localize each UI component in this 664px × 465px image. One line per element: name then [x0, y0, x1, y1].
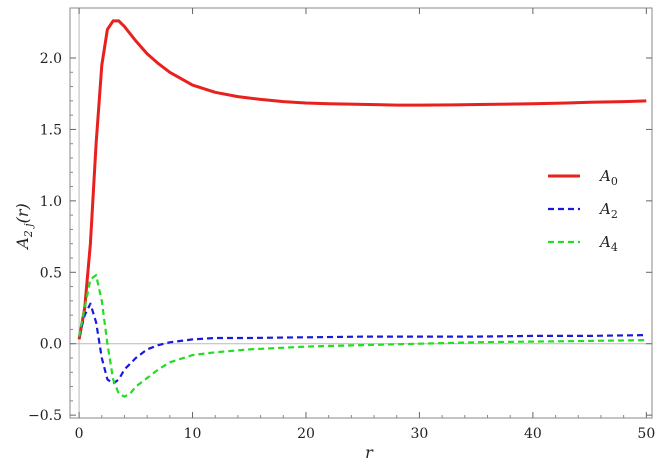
x-tick-label: 20 — [297, 426, 315, 442]
y-axis-title-subscript: 2 j — [22, 223, 35, 238]
y-tick-label: 2.0 — [40, 51, 62, 67]
legend-label-a4: A4 — [598, 233, 618, 254]
x-tick-label: 50 — [637, 426, 655, 442]
y-tick-label: 1.5 — [40, 122, 62, 138]
x-tick-label: 30 — [411, 426, 429, 442]
series-line-a4 — [78, 274, 647, 398]
series-line-a0 — [77, 19, 647, 340]
axes — [69, 7, 653, 419]
x-tick-label: 0 — [75, 426, 84, 442]
tick-labels: 0 10 20 30 40 50 −0.5 0.0 0.5 1.0 1.5 2.0 — [28, 51, 655, 442]
plot-frame — [69, 7, 653, 419]
y-tick-label: 0.5 — [40, 265, 62, 281]
y-tick-label: 1.0 — [40, 194, 62, 210]
series-line-a2 — [78, 302, 647, 385]
legend-label-a2: A2 — [598, 200, 618, 221]
y-axis-title-main: A — [13, 237, 32, 251]
series-group — [77, 19, 647, 398]
x-tick-label: 40 — [524, 426, 542, 442]
y-axis-title-argument: (r) — [13, 203, 32, 223]
y-axis-title: A2 j(r) — [13, 203, 35, 251]
x-tick-label: 10 — [184, 426, 202, 442]
legend: A0 A2 A4 — [548, 167, 618, 254]
legend-label-a0: A0 — [598, 167, 618, 188]
y-tick-label: 0.0 — [40, 337, 62, 353]
y-tick-label: −0.5 — [28, 408, 62, 424]
x-axis-title: r — [365, 443, 374, 462]
